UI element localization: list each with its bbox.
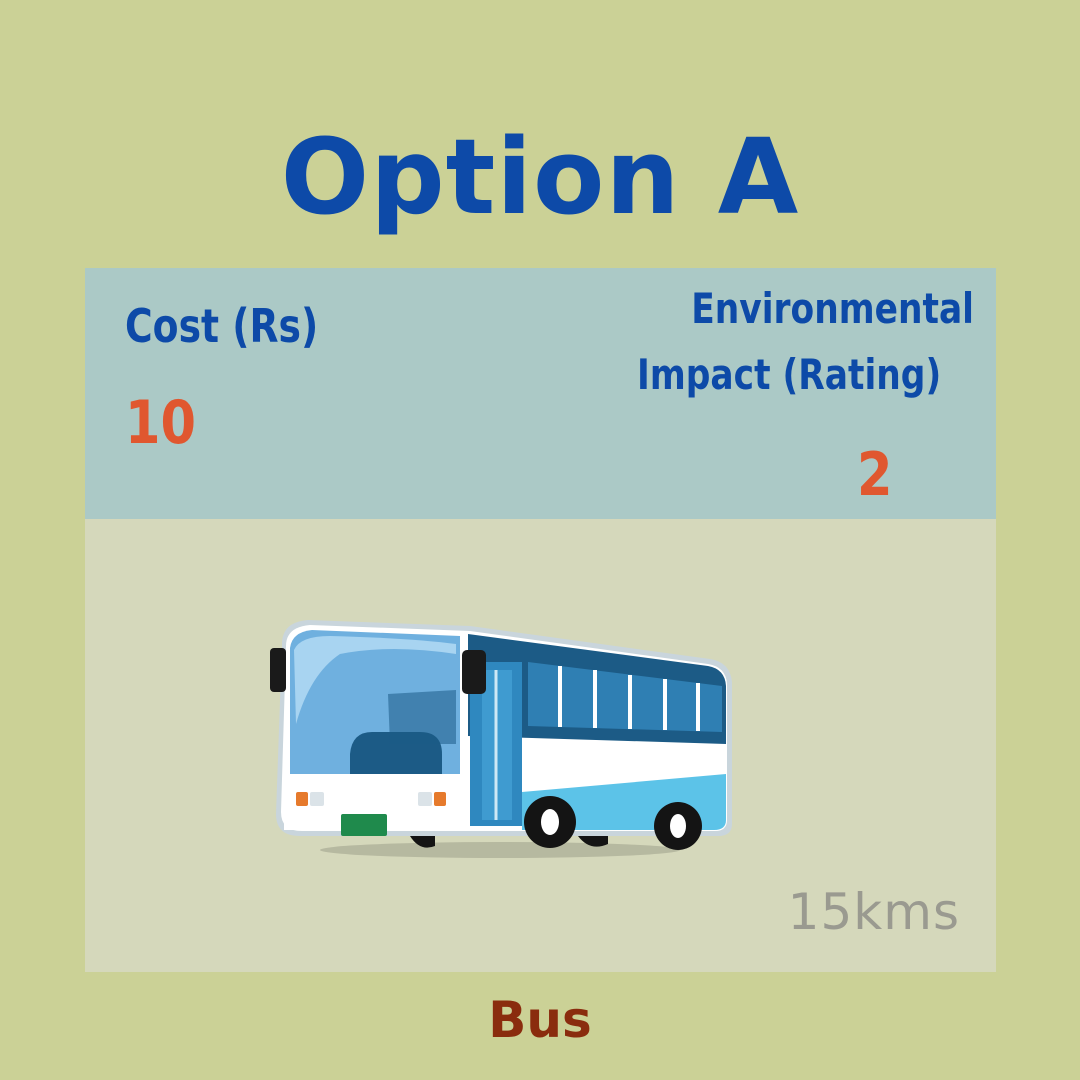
environmental-impact-label: Environmental Impact (Rating) [630,276,974,408]
environmental-impact-label-line1: Environmental [691,284,974,333]
vehicle-label: Bus [488,991,592,1049]
cost-value: 10 [125,388,196,458]
option-title: Option A [280,116,800,238]
image-panel: 15kms [85,519,996,972]
cost-label: Cost (Rs) [125,299,319,353]
environmental-impact-label-line2: Impact (Rating) [637,350,942,399]
info-panel: Cost (Rs) 10 Environmental Impact (Ratin… [85,268,996,519]
environmental-impact-value: 2 [857,440,893,510]
distance-label: 15kms [787,883,960,941]
bus-icon [270,620,732,858]
